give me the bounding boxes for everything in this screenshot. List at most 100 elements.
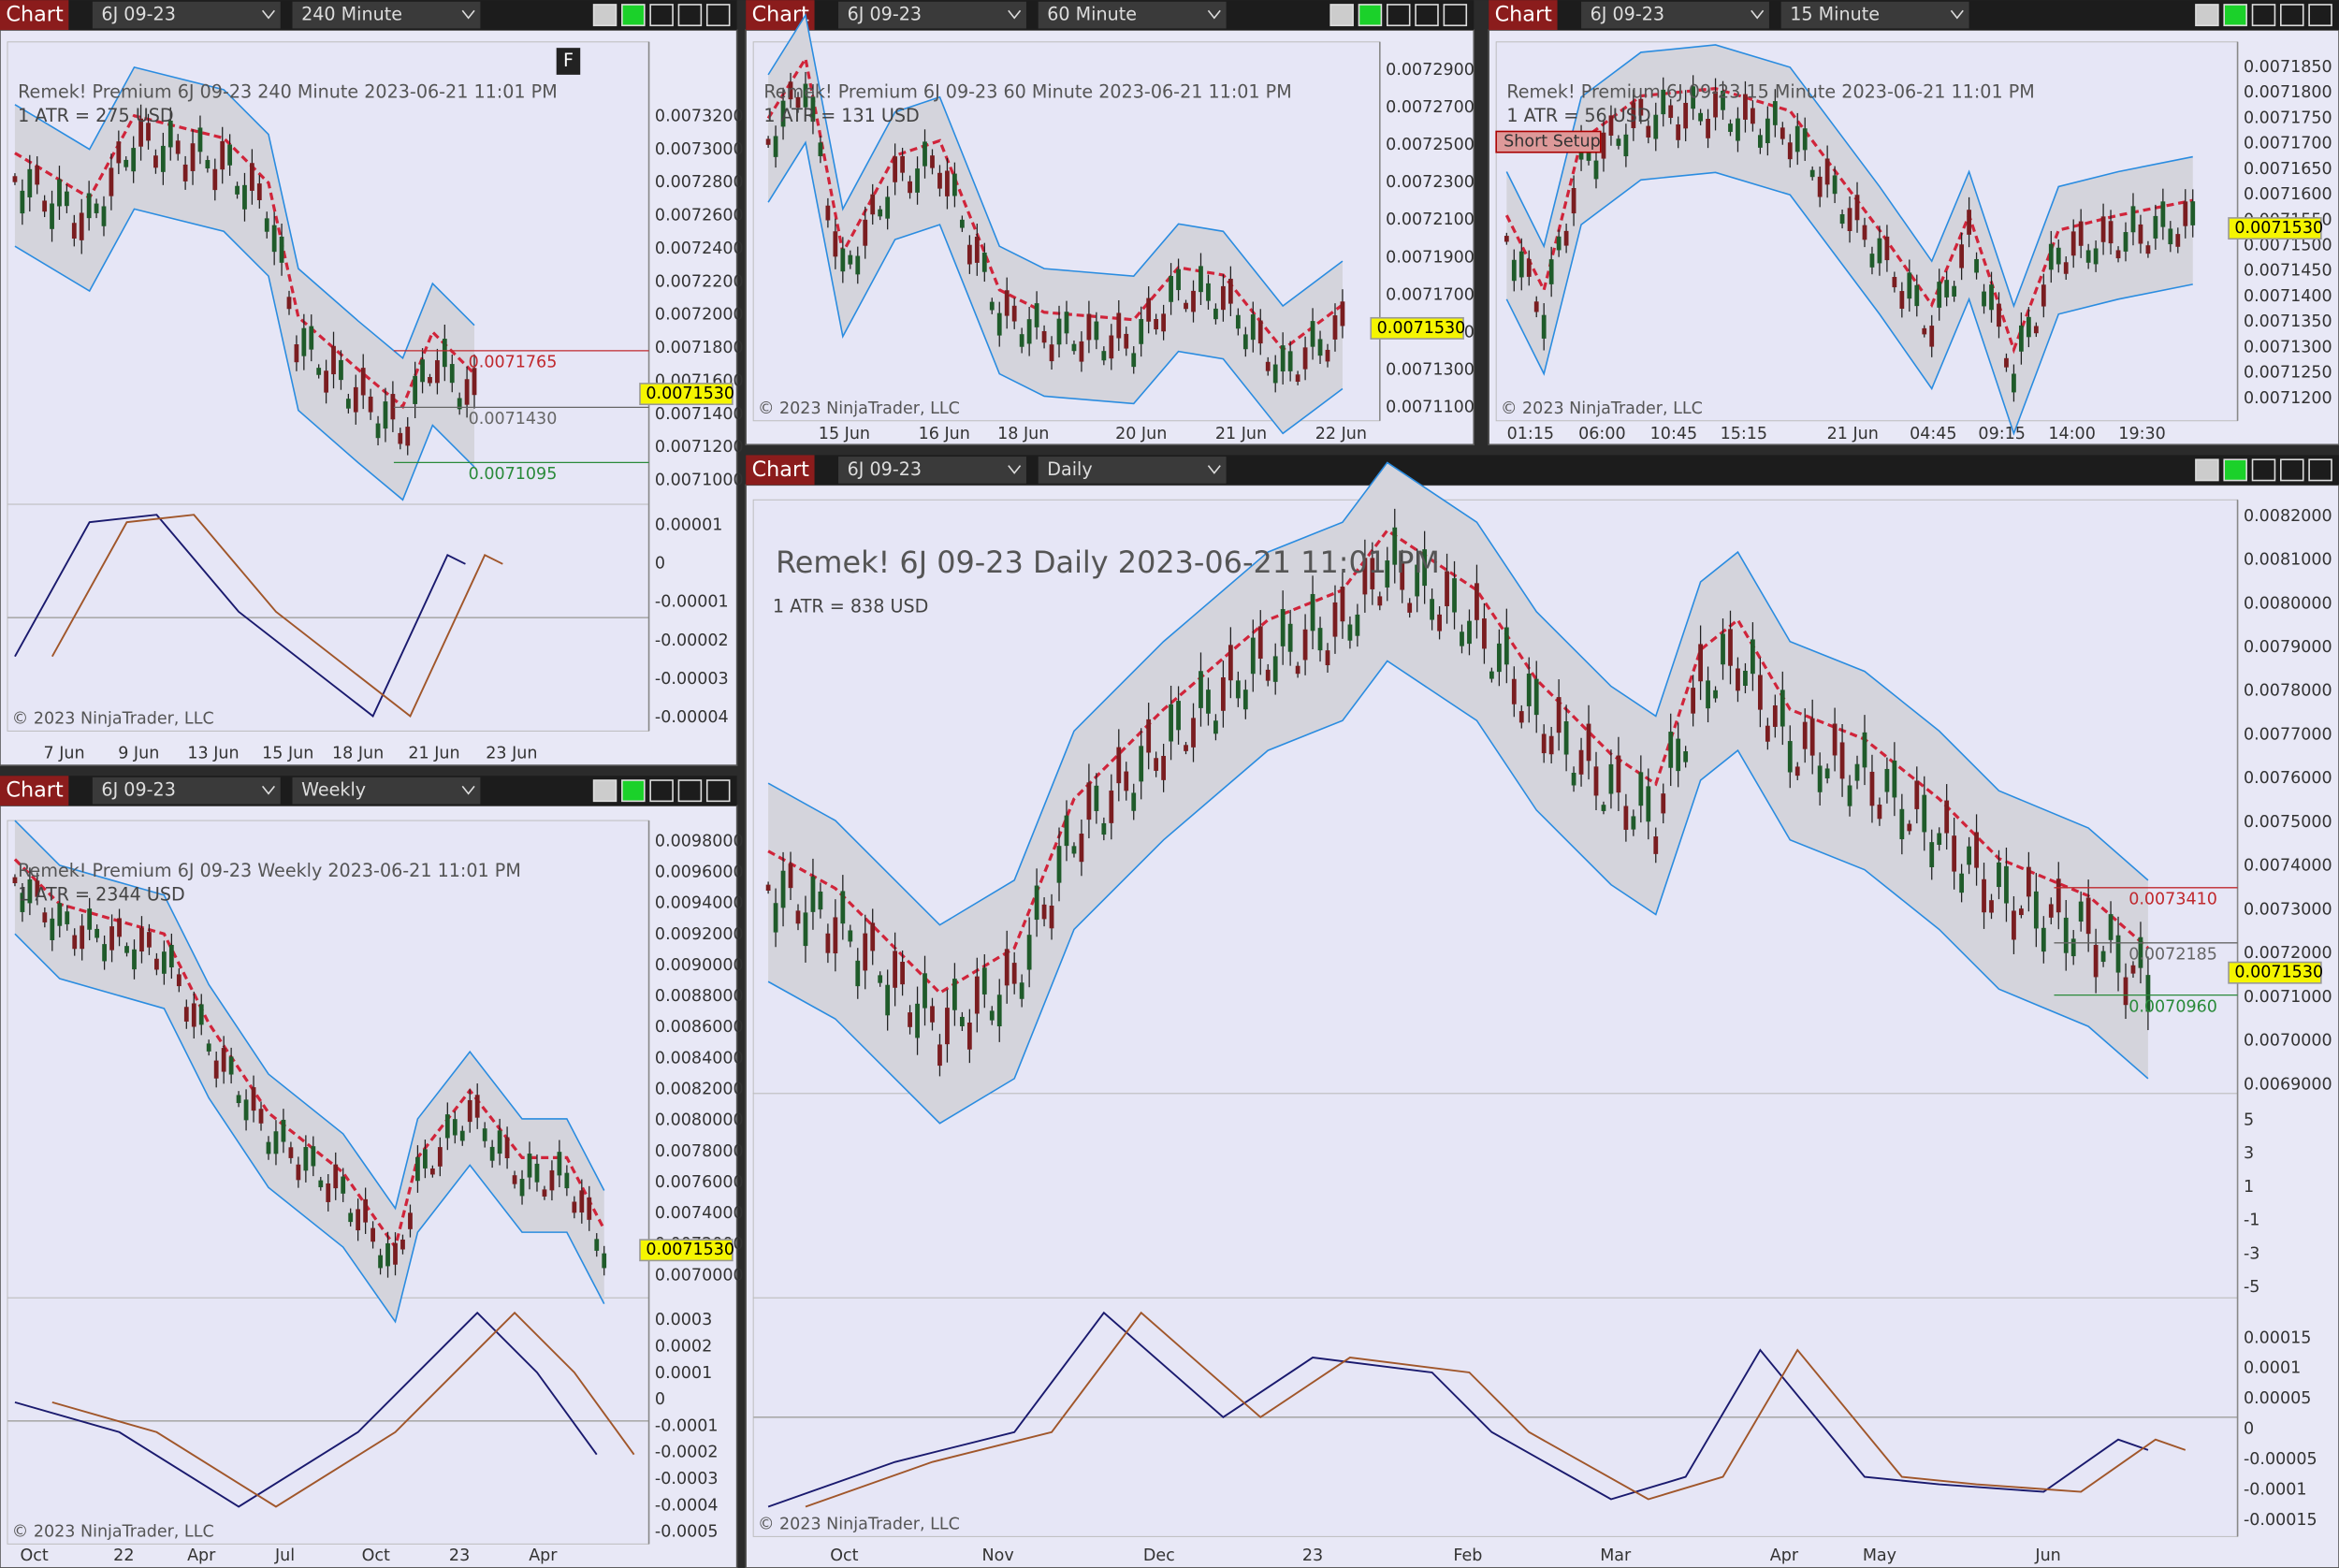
copyright: © 2023 NinjaTrader, LLC [758,1516,960,1534]
candle-body [1317,628,1323,651]
window-button[interactable] [1358,4,1383,27]
axis-tick-label: 0.0071750 [2244,109,2332,127]
candle-body [449,364,455,384]
candle-body [1623,806,1629,830]
instrument-dropdown[interactable] [838,457,1026,484]
axis-tick-label: 0.0071000 [655,472,744,490]
instrument-dropdown[interactable] [92,777,281,805]
chart-header: Remek! Premium 6J 09-23 15 Minute 2023-0… [1506,81,2034,103]
candle-body [1430,599,1435,620]
window-button[interactable] [1386,4,1411,27]
window-button[interactable] [621,4,646,27]
dropdown-arrow [461,9,475,20]
candle-body [1929,842,1935,867]
candle-body [2004,357,2009,368]
candle-body [1176,701,1181,731]
candle-body [1571,773,1576,786]
candle-body [1586,723,1591,762]
candle-body [1079,341,1084,362]
window-button[interactable] [705,779,731,803]
interval: Weekly [301,779,366,801]
interval: 240 Minute [301,4,402,25]
window-button[interactable] [592,779,617,803]
instrument-dropdown[interactable] [1581,1,1769,29]
candle-body [765,138,771,145]
interval-dropdown[interactable] [1780,1,1969,29]
window-button[interactable] [2195,458,2219,482]
candle-body [1676,123,1681,140]
candle-body [1265,361,1271,371]
upper-envelope [1505,44,2193,309]
window-button[interactable] [2195,4,2219,27]
candle-body [27,879,33,904]
window-button[interactable] [2223,4,2247,27]
axis-tick-label: 0.0078000 [2244,682,2332,701]
candle-body [1892,760,1897,798]
window-button[interactable] [705,4,731,27]
chart-tab[interactable] [1489,0,1558,31]
chart-tab[interactable] [0,776,69,806]
x-tick-label: 14:00 [2048,425,2095,443]
candle-body [1139,746,1144,782]
candle-body [780,100,786,127]
interval-dropdown[interactable] [1038,457,1227,484]
candle-body [1809,169,1815,178]
candle-body [1287,351,1293,371]
window-button[interactable] [649,779,674,803]
candle-body [1295,374,1300,383]
window-button[interactable] [2280,458,2304,482]
candle-body [2130,206,2136,233]
window-button[interactable] [2223,458,2247,482]
candle-body [370,1227,375,1242]
interval-dropdown[interactable] [1038,1,1227,29]
window-button[interactable] [1415,4,1439,27]
interval-dropdown[interactable] [292,777,481,805]
candle-body [1794,125,1800,152]
candle-body [1952,835,1957,872]
window-button[interactable] [2251,458,2276,482]
window-button[interactable] [1443,4,1468,27]
window-button[interactable] [649,4,674,27]
axis-tick-label: 0.0074000 [2244,857,2332,876]
candle-body [840,891,846,924]
candle-body [398,432,403,444]
window-button[interactable] [2308,4,2332,27]
instrument-dropdown[interactable] [838,1,1026,29]
instrument: 6J 09-23 [848,458,922,480]
chart-tab[interactable] [746,455,815,486]
window-button[interactable] [677,4,703,27]
axis-tick-label: 0.0096000 [655,864,744,882]
candle-body [1832,175,1838,195]
candle-body [1257,626,1263,660]
axis-tick-label: 0 [2244,1420,2254,1439]
candle-body [810,96,816,123]
candle-body [474,1095,480,1118]
window-button[interactable] [677,779,703,803]
f-button[interactable] [556,48,581,75]
trend-line [766,54,1344,352]
window-button[interactable] [2251,4,2276,27]
candle-body [1691,688,1696,714]
window-button[interactable] [621,779,646,803]
candle-body [294,344,299,363]
candle-body [250,163,254,191]
candle-body [27,168,33,197]
window-button[interactable] [2308,458,2332,482]
lower-envelope [1505,171,2193,436]
window-button[interactable] [2280,4,2304,27]
pane [752,1093,2239,1299]
candle-body [2085,897,2091,935]
chart-tab[interactable] [0,0,69,31]
candle-body [1967,846,1971,865]
candle-body [123,159,129,167]
candle-body [50,918,55,940]
interval-dropdown[interactable] [292,1,481,29]
atr-band [14,66,475,501]
x-tick-label: Apr [1770,1546,1799,1565]
window-button[interactable] [592,4,617,27]
instrument-dropdown[interactable] [92,1,281,29]
window-button[interactable] [1329,4,1354,27]
axis-tick-label: 0.0001 [655,1364,712,1383]
candle-body [1922,794,1927,833]
